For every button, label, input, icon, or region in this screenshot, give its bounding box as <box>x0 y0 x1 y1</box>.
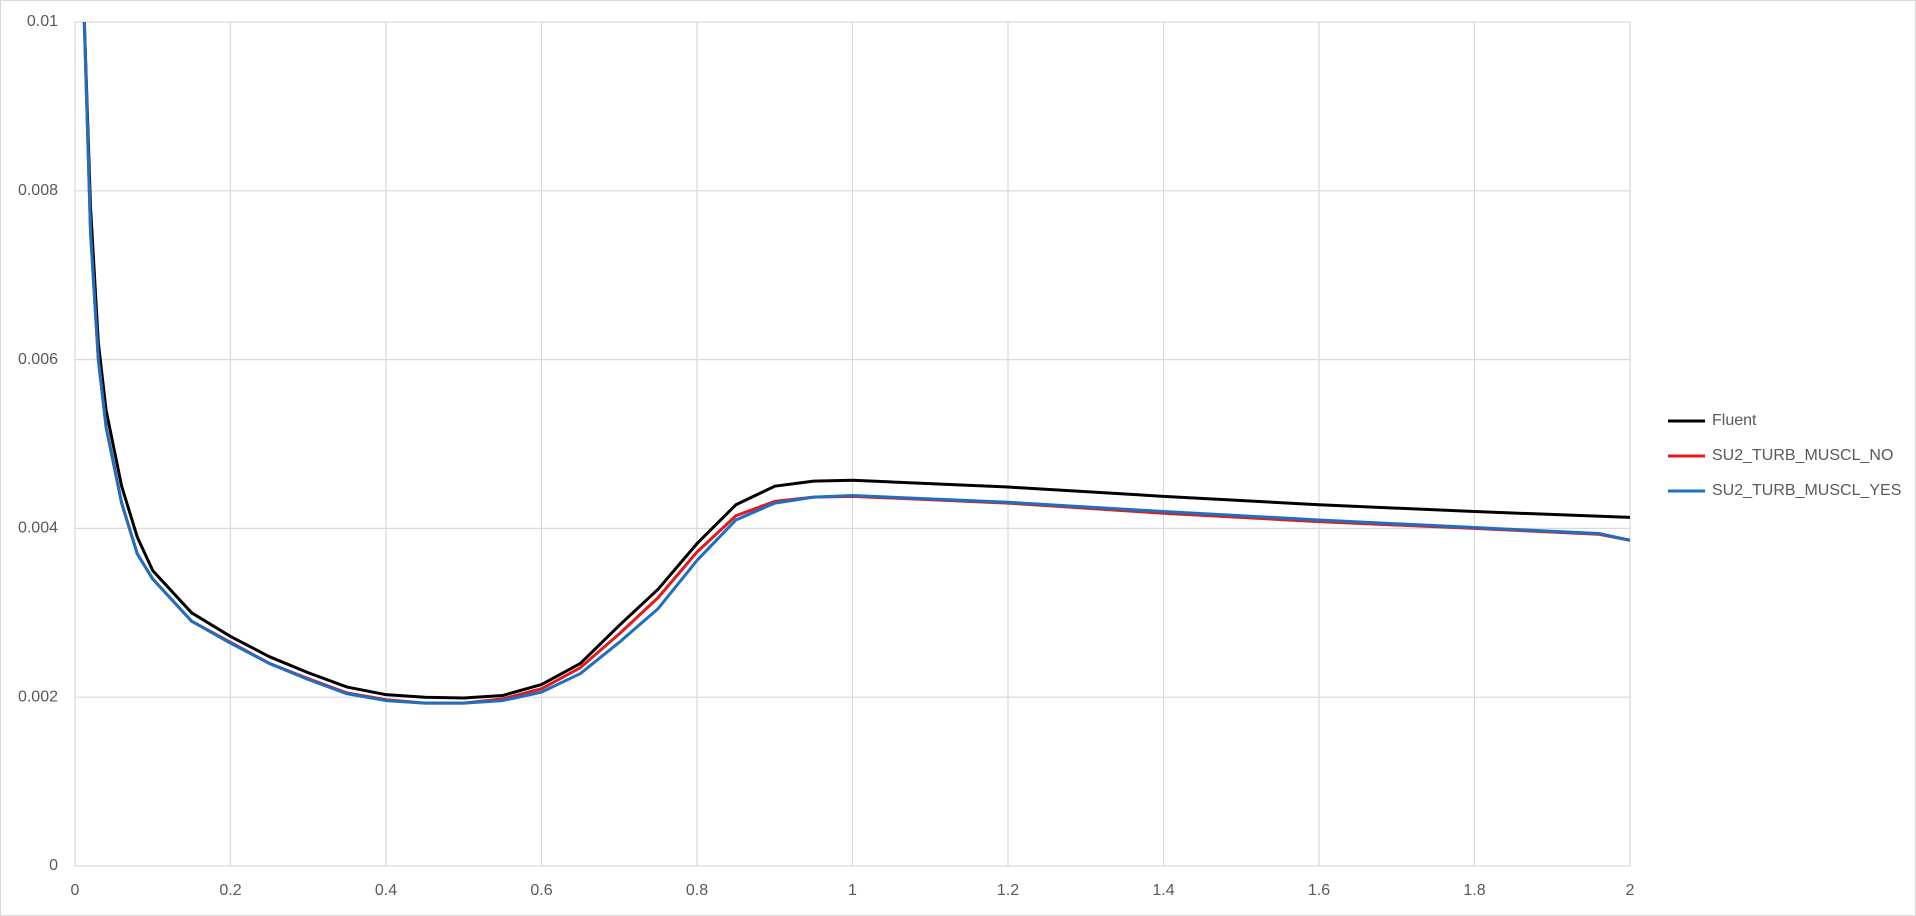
x-tick-label: 1.4 <box>1152 882 1174 899</box>
y-tick-label: 0 <box>49 857 58 874</box>
y-tick-label: 0.006 <box>18 351 58 368</box>
legend-label: SU2_TURB_MUSCL_NO <box>1712 447 1893 464</box>
y-tick-label: 0.002 <box>18 688 58 705</box>
x-tick-label: 1.6 <box>1308 882 1330 899</box>
legend-label: SU2_TURB_MUSCL_YES <box>1712 482 1901 499</box>
y-tick-label: 0.004 <box>18 520 58 537</box>
x-tick-label: 0.6 <box>530 882 552 899</box>
y-tick-label: 0.01 <box>27 13 58 30</box>
x-tick-label: 1.8 <box>1463 882 1485 899</box>
x-tick-label: 2 <box>1626 882 1635 899</box>
series-line <box>82 21 1631 705</box>
x-tick-label: 1 <box>848 882 857 899</box>
x-tick-label: 0.8 <box>686 882 708 899</box>
x-tick-label: 0.2 <box>219 882 241 899</box>
x-tick-label: 1.2 <box>997 882 1019 899</box>
legend-label: Fluent <box>1712 412 1757 429</box>
series-line <box>82 21 1631 700</box>
y-tick-label: 0.008 <box>18 182 58 199</box>
x-tick-label: 0.4 <box>375 882 397 899</box>
x-tick-label: 0 <box>71 882 80 899</box>
